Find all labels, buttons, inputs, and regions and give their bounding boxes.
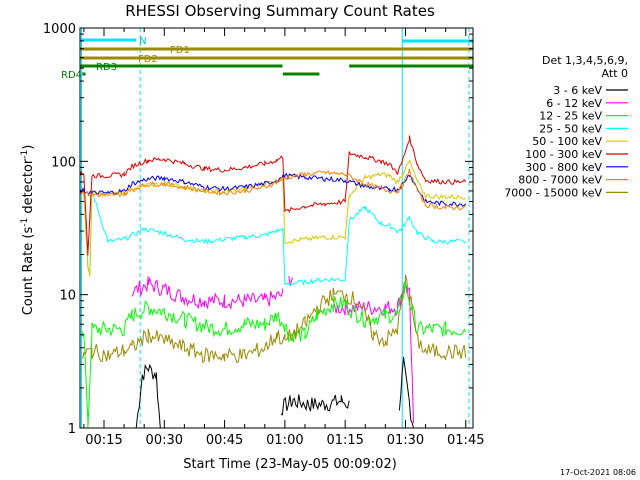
series-line-0: [135, 356, 414, 429]
y-axis-label: Count Rate (s-1 detector-1): [20, 145, 36, 316]
legend-label-4: 50 - 100 keV: [532, 135, 602, 148]
legend-label-7: 800 - 7000 keV: [518, 174, 602, 187]
y-tick-label-0: 1: [68, 422, 76, 437]
series-line-3: [79, 188, 467, 286]
x-tick-label-1: 00:30: [146, 433, 183, 448]
legend-label-2: 12 - 25 keV: [539, 110, 602, 123]
legend-header-line1: Det 1,3,4,5,6,9,: [542, 54, 628, 67]
flag-label-fd1: FD1: [170, 45, 190, 56]
x-tick-label-2: 00:45: [206, 433, 243, 448]
x-tick-label-0: 00:15: [85, 433, 122, 448]
legend-label-5: 100 - 300 keV: [525, 148, 602, 161]
flag-label-rd4: RD4: [61, 70, 82, 81]
legend-label-0: 3 - 6 keV: [553, 84, 602, 97]
series-line-5: [79, 135, 467, 256]
series-line-2: [81, 281, 467, 429]
chart-title: RHESSI Observing Summary Count Rates: [125, 2, 435, 20]
x-axis-label: Start Time (23-May-05 00:09:02): [183, 457, 397, 472]
flag-label-rd3: RD3: [96, 62, 117, 73]
plot-frame: [79, 27, 474, 429]
legend-label-6: 300 - 800 keV: [525, 161, 602, 174]
x-tick-label-5: 01:30: [387, 433, 424, 448]
y-axis-label-end: ): [21, 145, 36, 150]
y-axis-label-mid: detector: [21, 158, 36, 218]
flag-label-fd2: FD2: [138, 54, 158, 65]
legend-label-1: 6 - 12 keV: [546, 97, 602, 110]
legend-label-3: 25 - 50 keV: [539, 122, 602, 135]
y-tick-label-1: 10: [59, 289, 76, 304]
footer-date: 17-Oct-2021 08:06: [560, 468, 636, 477]
y-tick-label-2: 100: [51, 155, 76, 170]
flag-label-n: N: [139, 36, 146, 47]
series-line-8: [81, 274, 467, 364]
x-tick-label-3: 01:00: [266, 433, 303, 448]
legend-label-8: 7000 - 15000 keV: [504, 186, 602, 199]
plot-layer: N FD1 FD2 RD3 RD4 00:15 00:30 00:45 01:00 01:15 01…: [43, 22, 485, 448]
y-axis-label-exp1: -1: [20, 218, 30, 227]
x-tick-label-6: 01:45: [447, 433, 484, 448]
x-tick-label-4: 01:15: [326, 433, 363, 448]
series-line-7: [79, 168, 467, 211]
y-tick-label-3: 1000: [43, 22, 76, 37]
y-axis-label-main: Count Rate (s: [21, 227, 36, 316]
y-axis-label-exp2: -1: [20, 150, 30, 159]
legend-header-line2: Att 0: [602, 67, 628, 80]
